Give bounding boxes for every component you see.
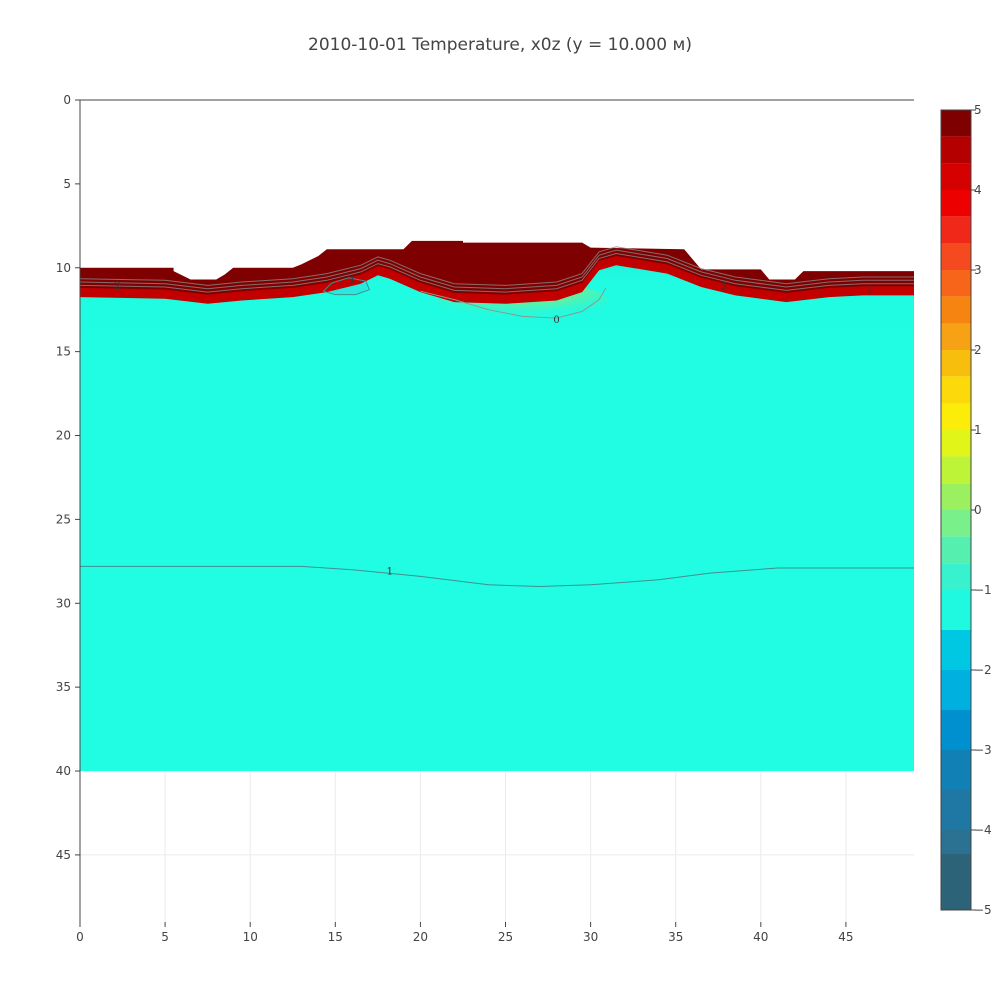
contour-line-thaw: [80, 249, 914, 290]
y-tick-label: 35: [56, 680, 71, 694]
contour-label: 0: [553, 315, 559, 326]
y-tick-label: 0: [63, 93, 71, 107]
colorbar-band: [941, 670, 971, 710]
colorbar-band: [941, 430, 971, 457]
colorbar-band: [941, 376, 971, 404]
contour-line-thaw: [80, 252, 914, 293]
colorbar-band: [941, 830, 971, 854]
contour-lines: 1 0 1 2 3 1: [80, 246, 914, 588]
colorbar: 5 4 3 2 1 0 −1 −2 −3 −4 −5: [940, 103, 992, 917]
contour-label: 1: [867, 285, 873, 296]
y-tick-label: 15: [56, 345, 71, 359]
colorbar-band: [941, 854, 971, 910]
temperature-field: [80, 100, 914, 772]
colorbar-band: [941, 483, 971, 510]
x-tick-label: 5: [161, 930, 169, 944]
contour-line: [80, 565, 914, 588]
colorbar-band: [941, 296, 971, 324]
colorbar-band: [941, 630, 971, 670]
colorbar-tick-label: −4: [974, 823, 992, 837]
colorbar-band: [941, 590, 971, 630]
contour-label: 2: [114, 281, 120, 292]
contour-label: 3: [720, 281, 726, 292]
x-tick-label: 30: [583, 930, 598, 944]
y-tick-label: 40: [56, 764, 71, 778]
chart-title: 2010-10-01 Temperature, x0z (y = 10.000 …: [308, 35, 692, 55]
x-tick-label: 15: [328, 930, 343, 944]
x-tick-label: 45: [838, 930, 853, 944]
colorbar-tick-label: 3: [974, 263, 982, 277]
colorbar-band: [941, 750, 971, 790]
x-tick-label: 0: [76, 930, 84, 944]
colorbar-band: [941, 790, 971, 830]
contour-label: 1: [349, 274, 355, 285]
colorbar-tick-label: −5: [974, 903, 992, 917]
x-tick-label: 20: [413, 930, 428, 944]
y-tick-label: 5: [63, 177, 71, 191]
contour-label: 1: [387, 566, 393, 577]
colorbar-band: [941, 456, 971, 484]
colorbar-band: [941, 536, 971, 564]
colorbar-band: [941, 136, 971, 164]
colorbar-band: [941, 163, 971, 190]
colorbar-tick-label: −3: [974, 743, 992, 757]
colorbar-band: [941, 403, 971, 430]
y-tick-label: 20: [56, 429, 71, 443]
x-tick-label: 25: [498, 930, 513, 944]
colorbar-band: [941, 110, 971, 137]
x-tick-label: 40: [753, 930, 768, 944]
x-tick-label: 10: [243, 930, 258, 944]
colorbar-tick-label: 0: [974, 503, 982, 517]
colorbar-tick-label: −1: [974, 583, 992, 597]
colorbar-band: [941, 323, 971, 350]
y-tick-label: 45: [56, 848, 71, 862]
x-tick-label: 35: [668, 930, 683, 944]
colorbar-band: [941, 270, 971, 297]
colorbar-band: [941, 190, 971, 217]
colorbar-tick-label: 2: [974, 343, 982, 357]
colorbar-band: [941, 216, 971, 244]
contour-line-thaw: [80, 246, 914, 286]
y-tick-label: 30: [56, 596, 71, 610]
field-above-surface: [80, 100, 914, 280]
colorbar-band: [941, 510, 971, 537]
colorbar-tick-label: −2: [974, 663, 992, 677]
contour-line: [323, 277, 370, 296]
colorbar-band: [941, 243, 971, 270]
colorbar-tick-label: 4: [974, 183, 982, 197]
field-warm-cap-core: [80, 240, 914, 282]
contour-line: [420, 287, 607, 319]
colorbar-tick-label: 5: [974, 103, 982, 117]
y-tick-label: 10: [56, 261, 71, 275]
colorbar-band: [941, 350, 971, 377]
colorbar-band: [941, 710, 971, 750]
y-tick-label: 25: [56, 512, 71, 526]
colorbar-tick-label: 1: [974, 423, 982, 437]
colorbar-band: [941, 563, 971, 590]
